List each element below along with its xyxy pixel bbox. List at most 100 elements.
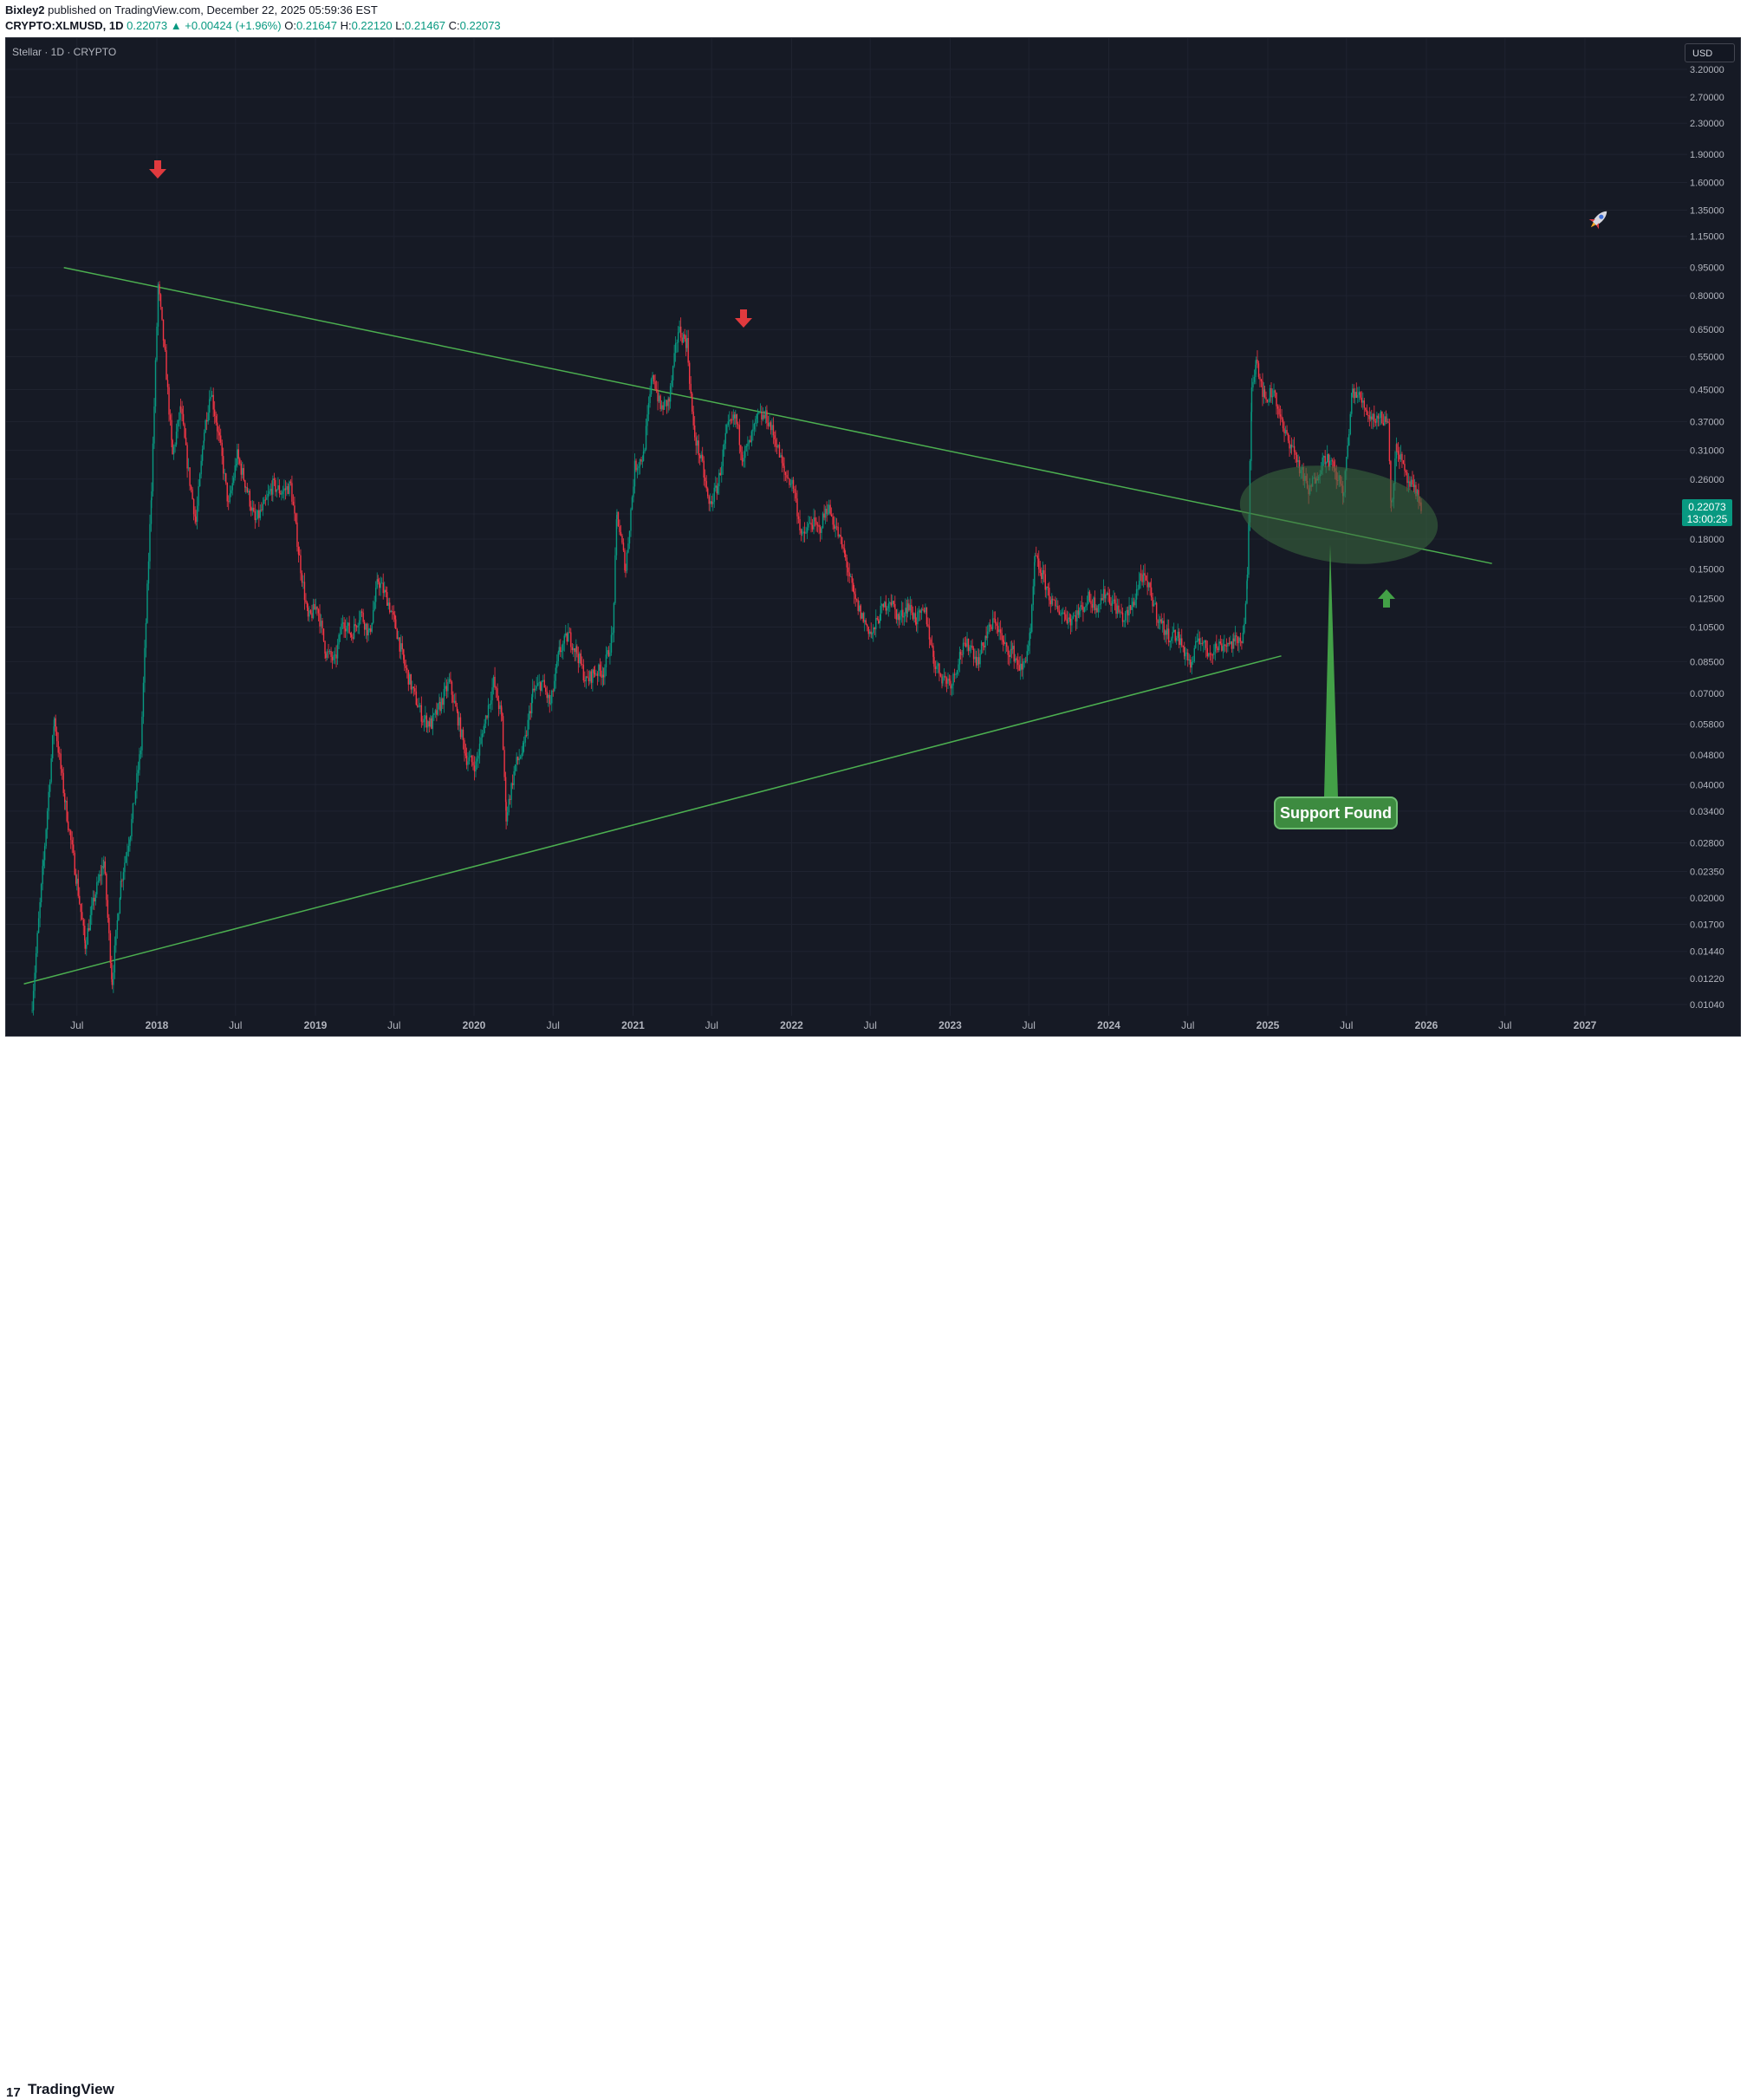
- candle-body: [32, 991, 35, 1011]
- candle-body: [84, 926, 86, 941]
- candle-body: [300, 555, 302, 574]
- candle-body: [665, 400, 666, 401]
- candle-body: [607, 650, 610, 657]
- candle-body: [481, 733, 484, 738]
- candle-body: [942, 677, 944, 684]
- candle-body: [1234, 635, 1237, 642]
- candle-body: [887, 603, 890, 608]
- candle-body: [612, 633, 614, 635]
- candle-body: [1170, 638, 1172, 641]
- candle-body: [1152, 597, 1153, 607]
- candle-body: [221, 442, 223, 457]
- candle-body: [1149, 582, 1151, 588]
- candle-body: [1196, 640, 1198, 642]
- candle-body: [415, 691, 418, 705]
- candle-body: [46, 810, 49, 830]
- candle-body: [562, 643, 564, 651]
- candle-body: [1167, 628, 1170, 643]
- candle-body: [614, 555, 616, 603]
- candle-body: [1008, 654, 1010, 657]
- candle-body: [727, 421, 730, 426]
- candle-body: [1244, 603, 1247, 624]
- candle-body: [1017, 660, 1019, 666]
- candle-body: [1142, 573, 1145, 582]
- candle-body: [86, 944, 88, 949]
- candle-body: [959, 652, 962, 655]
- candle-body: [876, 618, 878, 620]
- publisher-name[interactable]: Bixley2: [5, 3, 45, 16]
- tradingview-brand[interactable]: TradingView: [28, 2081, 114, 2097]
- candle-body: [1281, 416, 1283, 419]
- candle-body: [1038, 558, 1040, 569]
- candle-body: [251, 507, 254, 511]
- candle-body: [1273, 390, 1275, 396]
- candle-body: [107, 900, 109, 918]
- chart-area[interactable]: [5, 37, 1741, 1037]
- candle-body: [1211, 654, 1214, 656]
- candle-body: [1052, 598, 1054, 600]
- candle-body: [417, 705, 419, 707]
- candle-body: [886, 608, 888, 611]
- candle-body: [1377, 415, 1380, 419]
- candle-body: [707, 488, 709, 497]
- candle-body: [96, 881, 98, 894]
- candle-body: [1262, 381, 1263, 397]
- candle-body: [1069, 618, 1072, 626]
- candle-body: [39, 901, 41, 919]
- candle-body: [1382, 423, 1385, 426]
- candle-body: [1028, 645, 1029, 652]
- candle-body: [331, 656, 334, 660]
- candle-body: [816, 524, 819, 526]
- candle-body: [859, 605, 861, 611]
- candle-body: [1238, 637, 1240, 644]
- candle-body: [605, 654, 607, 668]
- candle-body: [1031, 604, 1033, 633]
- candle-body: [1397, 451, 1400, 455]
- candle-body: [925, 607, 928, 625]
- y-tick-label: 0.31000: [1690, 446, 1724, 457]
- candle-body: [908, 603, 910, 611]
- candle-body: [594, 673, 596, 675]
- candle-body: [994, 619, 997, 624]
- candle-body: [655, 388, 658, 391]
- candle-body: [806, 527, 809, 533]
- candle-body: [842, 547, 844, 549]
- candle-body: [687, 338, 689, 363]
- candle-body: [200, 460, 202, 475]
- candle-body: [129, 836, 132, 840]
- candle-body: [1062, 612, 1064, 614]
- candle-body: [716, 485, 718, 494]
- currency-button[interactable]: USD: [1685, 43, 1735, 62]
- candle-body: [455, 700, 457, 707]
- candle-body: [679, 326, 682, 338]
- candle-body: [741, 452, 744, 461]
- candle-body: [549, 703, 551, 705]
- candle-body: [106, 874, 107, 900]
- candle-body: [1409, 481, 1411, 487]
- price-chart[interactable]: 3.20000 2.70000 2.30000 1.90000 1.60000 1.350…: [0, 0, 1747, 1070]
- candle-body: [538, 682, 540, 684]
- candle-body: [360, 611, 363, 613]
- candle-body: [491, 687, 493, 701]
- candle-body: [1324, 456, 1326, 465]
- candle-body: [179, 406, 182, 409]
- candle-body: [328, 651, 331, 652]
- candle-body: [676, 342, 678, 344]
- candle-body: [1003, 641, 1005, 644]
- candle-body: [124, 862, 126, 873]
- candle-body: [312, 604, 315, 619]
- candle-body: [540, 682, 542, 691]
- y-tick-label: 3.20000: [1690, 65, 1724, 75]
- candle-body: [548, 694, 549, 699]
- candle-body: [671, 380, 672, 387]
- candle-body: [552, 690, 554, 692]
- candle-body: [835, 526, 838, 528]
- candle-body: [534, 688, 536, 691]
- candle-body: [386, 592, 388, 606]
- candle-body: [226, 482, 228, 502]
- candle-body: [1123, 620, 1125, 622]
- candle-body: [448, 679, 451, 682]
- candle-body: [1174, 629, 1176, 641]
- candle-body: [737, 424, 739, 426]
- candle-body: [425, 715, 428, 728]
